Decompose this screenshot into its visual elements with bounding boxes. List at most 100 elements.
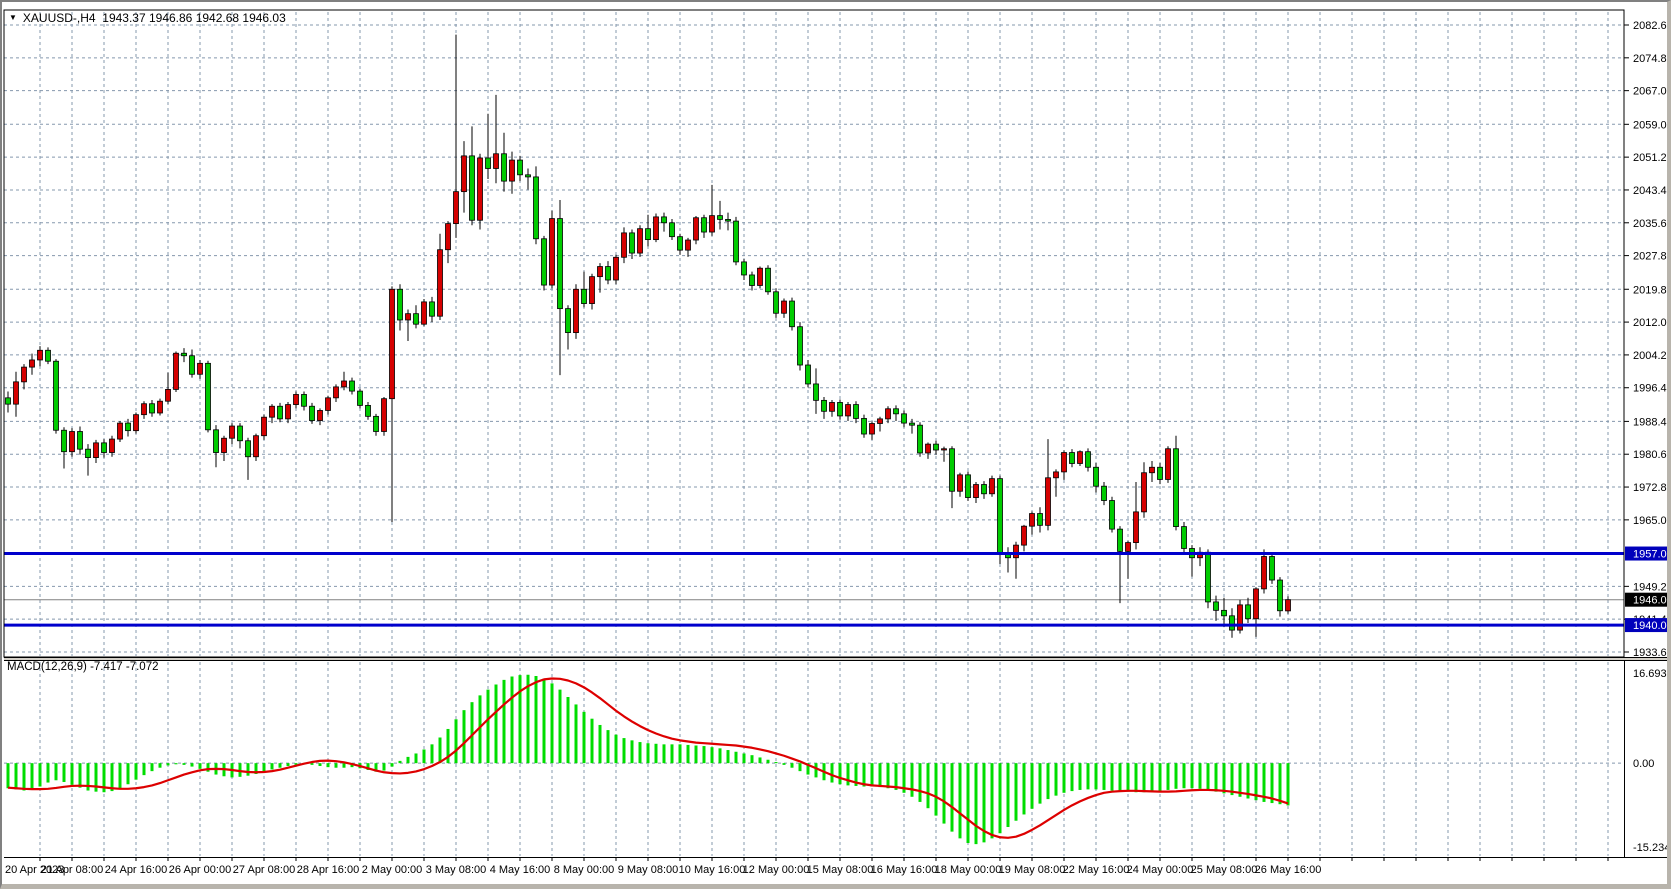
price-axis-tick-label: 1980.60 <box>1633 449 1671 461</box>
time-axis-label: 10 May 16:00 <box>679 864 746 876</box>
candle-bear <box>661 216 667 224</box>
candle-bull <box>141 403 147 416</box>
candle-bull <box>1133 511 1139 543</box>
candle-bear <box>725 219 731 222</box>
candle-bear <box>85 448 91 458</box>
candle-bull <box>389 288 395 400</box>
candle-bull <box>477 157 483 221</box>
candle-bull <box>829 402 835 412</box>
chart-background <box>4 10 1667 857</box>
price-axis-tick-label: 1988.40 <box>1633 416 1671 428</box>
candle-bear <box>853 404 859 419</box>
candle-bear <box>981 484 987 495</box>
candle-bear <box>741 261 747 276</box>
candle-bull <box>1261 556 1267 590</box>
time-axis-label: 26 May 16:00 <box>1255 864 1322 876</box>
candle-bull <box>325 397 331 411</box>
candle-bull <box>453 191 459 225</box>
candle-bull <box>941 448 947 451</box>
resistance-price-tag-box <box>1625 546 1667 561</box>
chart-title: ▼ XAUUSD-,H4 1943.37 1946.86 1942.68 1946… <box>9 11 286 25</box>
candle-bear <box>1093 466 1099 487</box>
price-axis-tick-label: 2082.60 <box>1633 20 1671 32</box>
candle-bear <box>629 232 635 254</box>
candle-bear <box>773 291 779 314</box>
candle-bear <box>813 383 819 401</box>
candle-bull <box>1045 477 1051 526</box>
macd-signal-line <box>7 677 1289 839</box>
symbol-dropdown-icon[interactable]: ▼ <box>9 13 17 22</box>
candle-bear <box>837 402 843 417</box>
candle-bear <box>1213 601 1219 611</box>
candle-bear <box>701 217 707 233</box>
candle-bear <box>309 405 315 421</box>
price-axis-tick-label: 1933.60 <box>1633 647 1671 659</box>
candle-bear <box>565 308 571 334</box>
candle-bull <box>693 217 699 241</box>
ohlc-readout: XAUUSD-,H4 1943.37 1946.86 1942.68 1946.… <box>22 11 286 25</box>
candle-bull <box>317 410 323 421</box>
candle-bull <box>573 288 579 334</box>
time-axis-label: 8 May 00:00 <box>554 864 615 876</box>
candle-bull <box>1141 472 1147 513</box>
panel-separator[interactable] <box>4 658 1669 661</box>
candle-bear <box>373 415 379 432</box>
candle-bull <box>1029 513 1035 527</box>
candle-bull <box>221 437 227 453</box>
candle-bull <box>709 215 715 233</box>
candle-bull <box>621 232 627 258</box>
candle-bull <box>37 349 43 361</box>
candle-bull <box>461 155 467 193</box>
candle-bull <box>109 438 115 453</box>
price-axis-tick-label: 1996.40 <box>1633 383 1671 395</box>
candle-bull <box>253 435 259 458</box>
price-axis-tick-label: 2019.80 <box>1633 284 1671 296</box>
candle-bear <box>205 362 211 431</box>
candle-bear <box>397 288 403 321</box>
candle-bear <box>357 390 363 406</box>
candle-bear <box>1157 466 1163 480</box>
candle-bear <box>1277 579 1283 612</box>
price-axis-tick-label: 2059.00 <box>1633 119 1671 131</box>
candle-bear <box>1085 451 1091 468</box>
candle-bull <box>1021 525 1027 546</box>
candle-bull <box>845 404 851 417</box>
candle-bear <box>213 429 219 453</box>
time-axis-label: 19 May 08:00 <box>999 864 1066 876</box>
candle-bear <box>61 429 67 453</box>
candle-bull <box>877 418 883 424</box>
candle-bull <box>1061 452 1067 473</box>
time-axis-label: 18 May 00:00 <box>935 864 1002 876</box>
candle-bull <box>1013 544 1019 559</box>
time-axis-label: 3 May 08:00 <box>426 864 487 876</box>
candle-bull <box>781 300 787 314</box>
time-axis-label: 24 Apr 16:00 <box>105 864 167 876</box>
candle-bull <box>757 267 763 286</box>
price-axis-tick-label: 2004.20 <box>1633 350 1671 362</box>
price-axis-tick-label: 2074.80 <box>1633 53 1671 65</box>
time-axis-label: 24 May 00:00 <box>1127 864 1194 876</box>
candle-bull <box>653 216 659 241</box>
candle-bull <box>229 425 235 439</box>
candle-bull <box>133 414 139 432</box>
candle-bull <box>597 266 603 278</box>
time-axis-label: 9 May 08:00 <box>618 864 679 876</box>
candle-bear <box>245 440 251 458</box>
candle-bull <box>93 442 99 458</box>
candle-bull <box>637 228 643 254</box>
candle-bear <box>525 174 531 178</box>
candle-bear <box>669 222 675 238</box>
candle-bull <box>1125 542 1131 552</box>
candle-bear <box>997 478 1003 554</box>
candle-bull <box>421 301 427 325</box>
candle-bear <box>365 405 371 417</box>
support-price-tag-box <box>1625 618 1667 633</box>
time-axis-label: 16 May 16:00 <box>871 864 938 876</box>
candle-bull <box>173 352 179 390</box>
time-axis-label: 4 May 16:00 <box>490 864 551 876</box>
candle-bear <box>189 355 195 375</box>
candle-bear <box>53 360 59 431</box>
candle-bear <box>901 413 907 424</box>
